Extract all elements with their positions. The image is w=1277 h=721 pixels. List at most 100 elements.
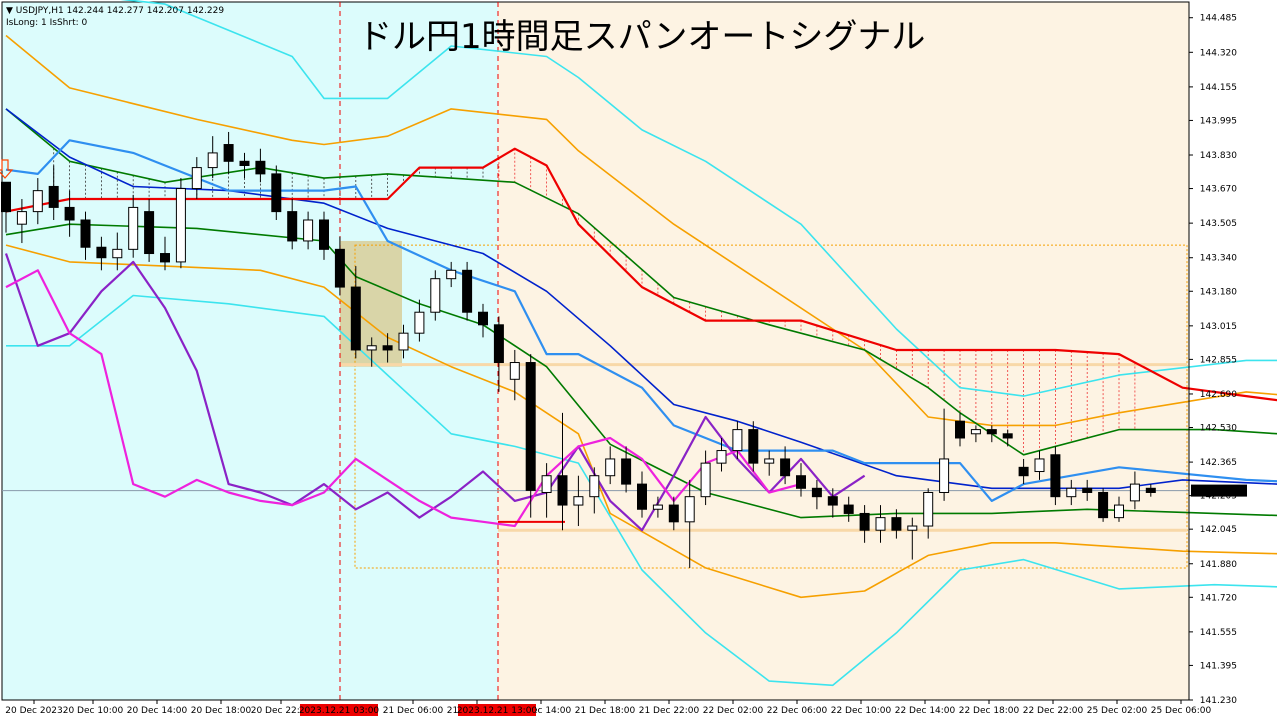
candle-body xyxy=(541,475,552,493)
candle xyxy=(414,299,425,342)
candle xyxy=(764,450,775,476)
candle-body xyxy=(96,246,107,259)
candle xyxy=(1066,479,1077,506)
candle xyxy=(128,194,139,258)
time-label: 21 Dec 06:00 xyxy=(383,706,444,716)
time-label: 20 Dec 18:00 xyxy=(191,706,252,716)
candle xyxy=(811,479,822,510)
candle-body xyxy=(16,211,27,225)
candle xyxy=(1098,488,1109,522)
green-lower-line xyxy=(5,223,1277,519)
candle xyxy=(144,199,155,262)
candle-body xyxy=(32,190,43,213)
indicator-info: IsLong: 1 IsShrt: 0 xyxy=(6,18,87,28)
candle xyxy=(303,211,314,250)
candle-body xyxy=(970,429,981,435)
candle xyxy=(1018,458,1029,485)
candle-body xyxy=(907,525,918,531)
candle-body xyxy=(207,152,218,169)
candle xyxy=(175,178,186,269)
candle xyxy=(1,181,11,233)
candle-body xyxy=(509,362,520,380)
candle xyxy=(827,488,838,518)
time-label: 25 Dec 06:00 xyxy=(1151,706,1212,716)
current-price-badge xyxy=(1191,484,1247,497)
price-label: 142.690 xyxy=(1200,390,1237,400)
price-label: 142.205 xyxy=(1200,492,1237,502)
cyan-upper-line xyxy=(120,0,1277,397)
candle-body xyxy=(334,248,345,288)
candles xyxy=(1,131,1156,568)
candle xyxy=(557,412,568,531)
candle-body xyxy=(939,458,950,493)
candle xyxy=(668,496,679,531)
candle-body xyxy=(1129,483,1140,502)
time-marker-label: 2023.12.21 03:00 xyxy=(299,706,380,716)
candle-body xyxy=(1082,487,1093,493)
candle-body xyxy=(271,173,282,213)
candle xyxy=(986,425,997,443)
candle-body xyxy=(1002,433,1013,439)
time-label: 22 Dec 22:00 xyxy=(1023,706,1084,716)
candle xyxy=(239,152,250,179)
candle xyxy=(207,136,218,179)
candle-body xyxy=(764,458,775,464)
candle-body xyxy=(859,512,870,531)
price-label: 144.155 xyxy=(1200,83,1237,93)
candle-body xyxy=(287,211,298,242)
price-label: 143.180 xyxy=(1200,287,1237,297)
candle-body xyxy=(668,504,679,523)
candle-body xyxy=(700,462,711,498)
candle-body xyxy=(621,458,632,485)
candle xyxy=(32,178,43,225)
price-label: 143.015 xyxy=(1200,322,1237,332)
candle xyxy=(843,496,854,522)
time-label: 25 Dec 02:00 xyxy=(1087,706,1148,716)
cyan-lower-line xyxy=(6,294,1277,687)
candle-body xyxy=(796,475,806,489)
candle xyxy=(430,270,441,321)
candle xyxy=(350,266,361,359)
candle-body xyxy=(462,269,473,313)
candle-body xyxy=(684,496,695,523)
candle xyxy=(525,354,536,518)
candle-body xyxy=(398,332,409,351)
candle xyxy=(493,316,504,392)
candle xyxy=(80,211,91,260)
candle xyxy=(382,333,393,363)
candle xyxy=(334,236,345,296)
candle-body xyxy=(1066,487,1077,498)
time-label: 21 Dec 18:00 xyxy=(575,706,636,716)
candle-body xyxy=(923,491,934,527)
candle xyxy=(398,324,409,359)
candle-body xyxy=(350,286,361,351)
candle-body xyxy=(986,429,997,435)
candle-body xyxy=(160,253,170,263)
candle-body xyxy=(303,219,314,242)
candle-body xyxy=(1,181,11,213)
candle-body xyxy=(1098,491,1109,519)
candle-body xyxy=(748,429,759,464)
magenta-line-line xyxy=(5,269,802,528)
candle-body xyxy=(605,458,616,477)
candle-body xyxy=(64,206,75,221)
background-left xyxy=(2,2,498,700)
price-label: 142.855 xyxy=(1200,355,1237,365)
candle-body xyxy=(1114,504,1124,519)
price-label: 144.320 xyxy=(1200,48,1237,58)
time-label: 21 Dec 22:00 xyxy=(639,706,700,716)
candle xyxy=(287,199,298,250)
candle-body xyxy=(80,219,91,248)
candle-body xyxy=(144,211,155,255)
price-label: 143.830 xyxy=(1200,151,1237,161)
purple-chikou-line xyxy=(4,253,866,532)
candle-body xyxy=(716,450,727,464)
candle xyxy=(652,496,663,518)
price-axis: 144.485 144.320 144.155 143.995 143.830 143.6… xyxy=(1188,2,1237,706)
symbol-info: ▼ USDJPY,H1 142.244 142.277 142.207 142.… xyxy=(6,6,224,16)
candle xyxy=(637,471,647,518)
candle-body xyxy=(557,475,568,506)
time-marker-badge xyxy=(458,704,536,716)
